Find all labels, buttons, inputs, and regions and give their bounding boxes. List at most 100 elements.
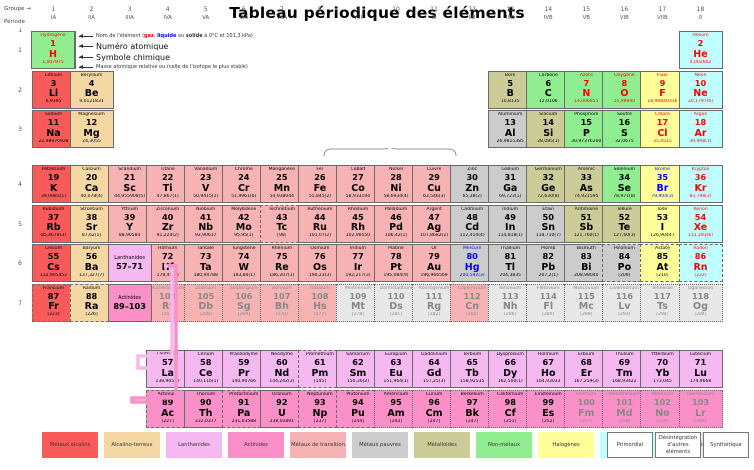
element-cell-Pr[interactable]: Praséodyme 59 Pr 140,90766 [221,350,266,388]
element-cell-Zn[interactable]: Zinc 30 Zn 65,38(2) [450,165,495,203]
legend-category-actin[interactable]: Actinides [228,432,284,458]
element-cell-Hs[interactable]: Hassium 108 Hs [277] [297,283,342,322]
element-cell-Bk[interactable]: Berkélium 97 Bk [247] [450,390,495,428]
element-cell-W[interactable]: Tungstène 74 W 183,84(1) [221,244,266,282]
element-cell-Es[interactable]: Einsteinium 99 Es [252] [526,390,571,428]
element-cell-Tb[interactable]: Terbium 65 Tb 158,92535 [450,350,495,388]
element-cell-Hf[interactable]: Hafnium 72 Hf 178,49(2) [145,244,190,282]
element-cell-Ra[interactable]: Radium 88 Ra [226] [69,283,114,322]
element-cell-Ce[interactable]: Cérium 58 Ce 140,116(1) [183,350,228,388]
element-cell-Kr[interactable]: Krypton 36 Kr 83,798(2) [678,165,723,203]
element-cell-Al[interactable]: Aluminium 13 Al 26,9815385 [488,110,533,148]
element-cell-Ga[interactable]: Gallium 31 Ga 69,723(1) [488,165,533,203]
element-cell-Bh[interactable]: Bohrium 107 Bh [270] [259,283,304,322]
element-cell-Cn[interactable]: Copernicium 112 Cn [285] [450,283,495,322]
element-cell-At[interactable]: Astate 85 At [210] [640,244,685,282]
element-cell-As[interactable]: Arsenic 33 As 74,921595 [564,165,609,203]
element-cell-Fe[interactable]: Fer 26 Fe 55,845(2) [297,165,342,203]
element-cell-Na[interactable]: Sodium 11 Na 22,98976928 [31,110,76,148]
element-cell-Rb[interactable]: Rubidium 37 Rb 85,4678(3) [31,204,76,243]
element-cell-K[interactable]: Potassium 19 K 39,0983(1) [31,165,76,203]
element-cell-Xe[interactable]: Xénon 54 Xe 131,293(6) [678,204,723,243]
element-cell-B[interactable]: Bore 5 B 10,8135 [488,70,533,109]
element-cell-Og[interactable]: Oganesson 118 Og [294] [678,283,723,322]
element-cell-Th[interactable]: Thorium 90 Th 232,0377 [183,390,228,428]
element-cell-Sb[interactable]: Antimoine 51 Sb 121,760(1) [564,204,609,243]
element-cell-Yb[interactable]: Ytterbium 70 Yb 173,045 [640,350,685,388]
element-cell-Ar[interactable]: Argon 18 Ar 39,948(1) [678,110,723,148]
element-cell-Po[interactable]: Polonium 84 Po [209] [602,244,647,282]
legend-category-alkaline[interactable]: Alcalino-terreux [104,432,160,458]
placeholder-cell-89-103[interactable]: Actinides 89–103 [107,283,152,322]
element-cell-Mg[interactable]: Magnésium 12 Mg 24,3055 [69,110,114,148]
element-cell-Pu[interactable]: Plutonium 94 Pu [244] [335,390,380,428]
element-cell-Fm[interactable]: Fermium 100 Fm [257] [564,390,609,428]
element-cell-Cf[interactable]: Californium 98 Cf [251] [488,390,533,428]
element-cell-Co[interactable]: Cobalt 27 Co 58,933194 [335,165,380,203]
element-cell-Ds[interactable]: Darmstadtium 110 Ds [281] [374,283,419,322]
element-cell-Hg[interactable]: Mercure 80 Hg 200,592(3) [450,244,495,282]
element-cell-Sm[interactable]: Samarium 62 Sm 150,36(2) [335,350,380,388]
element-cell-Ca[interactable]: Calcium 20 Ca 40,078(4) [69,165,114,203]
element-cell-O[interactable]: Oxygène 8 O 15,99940 [602,70,647,109]
element-cell-Bi[interactable]: Bismuth 83 Bi 208,98040 [564,244,609,282]
legend-origin-decay[interactable]: Désintégration d'autres éléments [655,432,701,458]
element-cell-Se[interactable]: Sélénium 34 Se 78,971(8) [602,165,647,203]
element-cell-Sg[interactable]: Seaborgium 106 Sg [269] [221,283,266,322]
element-cell-Tl[interactable]: Thallium 81 Tl 204,3835 [488,244,533,282]
element-cell-Sc[interactable]: Scandium 21 Sc 44,955908(5) [107,165,152,203]
element-cell-Nd[interactable]: Néodyme 60 Nd 144,242(3) [259,350,304,388]
legend-category-trans[interactable]: Métaux de transition [290,432,346,458]
element-cell-Rh[interactable]: Rhodium 45 Rh 102,90550 [335,204,380,243]
element-cell-I[interactable]: Iode 53 I 126,90447 [640,204,685,243]
element-cell-Er[interactable]: Erbium 68 Er 167,259(3) [564,350,609,388]
placeholder-cell-57-71[interactable]: Lanthanides 57–71 [107,244,152,282]
element-cell-Lr[interactable]: Lawrencium 103 Lr [266] [678,390,723,428]
element-cell-Ge[interactable]: Germanium 32 Ge 72,630(8) [526,165,571,203]
legend-category-halogen[interactable]: Halogènes [538,432,594,458]
element-cell-Ta[interactable]: Tantale 73 Ta 180,94788 [183,244,228,282]
element-cell-Re[interactable]: Rhénium 75 Re 186,207(1) [259,244,304,282]
element-cell-Ne[interactable]: Néon 10 Ne 20,1797(6) [678,70,723,109]
element-cell-Sn[interactable]: Étain 50 Sn 118,710(7) [526,204,571,243]
legend-origin-primordial[interactable]: Primordial [607,432,653,458]
element-cell-In[interactable]: Indium 49 In 114,818(1) [488,204,533,243]
element-cell-Ir[interactable]: Iridium 77 Ir 192,217(3) [335,244,380,282]
element-cell-Pd[interactable]: Palladium 46 Pd 106,42(1) [374,204,419,243]
element-cell-Si[interactable]: Silicium 14 Si 28,085(1) [526,110,571,148]
element-cell-No[interactable]: Nobélium 102 No [259] [640,390,685,428]
element-cell-Nh[interactable]: Nihonium 113 Nh [286] [488,283,533,322]
legend-category-poor[interactable]: Métaux pauvres [352,432,408,458]
element-cell-He[interactable]: Hélium 2 He 4,002602 [678,31,723,69]
element-cell-Dy[interactable]: Dysprosium 66 Dy 162,500(1) [488,350,533,388]
element-cell-Ag[interactable]: Argent 47 Ag 107,8682(2) [412,204,457,243]
element-cell-Cs[interactable]: Césium 55 Cs 132,905452 [31,244,76,282]
element-cell-U[interactable]: Uranium 92 U 238,02891 [259,390,304,428]
element-cell-Te[interactable]: Tellure 52 Te 127,60(3) [602,204,647,243]
element-cell-Nb[interactable]: Niobium 41 Nb 92,90637 [183,204,228,243]
element-cell-Gd[interactable]: Gadolinium 64 Gd 157,25(3) [412,350,457,388]
element-cell-Fr[interactable]: Francium 87 Fr [223] [31,283,76,322]
element-cell-Os[interactable]: Osmium 76 Os 190,23(3) [297,244,342,282]
element-cell-N[interactable]: Azote 7 N 14,006855 [564,70,609,109]
element-cell-Pa[interactable]: Protactinium 91 Pa 231,03588 [221,390,266,428]
element-cell-Db[interactable]: Dubnium 105 Db [268] [183,283,228,322]
element-cell-Ni[interactable]: Nickel 28 Ni 58,6934(4) [374,165,419,203]
element-cell-Tc[interactable]: Technétium 43 Tc [98] [259,204,304,243]
element-cell-Cd[interactable]: Cadmium 48 Cd 112,414(4) [450,204,495,243]
element-cell-Pt[interactable]: Platine 78 Pt 195,084(9) [374,244,419,282]
element-cell-Fl[interactable]: Flérovium 114 Fl [289] [526,283,571,322]
element-cell-Ru[interactable]: Ruthénium 44 Ru 101,07(2) [297,204,342,243]
element-cell-Be[interactable]: Béryllium 4 Be 9,0121831 [69,70,114,109]
legend-category-lanth[interactable]: Lanthanides [166,432,222,458]
legend-category-alkali[interactable]: Métaux alcalins [42,432,98,458]
element-cell-Eu[interactable]: Europium 63 Eu 151,964(1) [374,350,419,388]
element-cell-Tm[interactable]: Thulium 69 Tm 168,93422 [602,350,647,388]
element-cell-Cr[interactable]: Chrome 24 Cr 51,9961(6) [221,165,266,203]
legend-category-metalloid[interactable]: Métalloïdes [414,432,470,458]
element-cell-Rn[interactable]: Radon 86 Rn [222] [678,244,723,282]
legend-origin-synth[interactable]: Synthétique [703,432,749,458]
legend-category-nonmetal[interactable]: Non-métaux [476,432,532,458]
element-cell-Mn[interactable]: Manganèse 25 Mn 54,938044 [259,165,304,203]
element-cell-Br[interactable]: Brome 35 Br 79,904(3) [640,165,685,203]
